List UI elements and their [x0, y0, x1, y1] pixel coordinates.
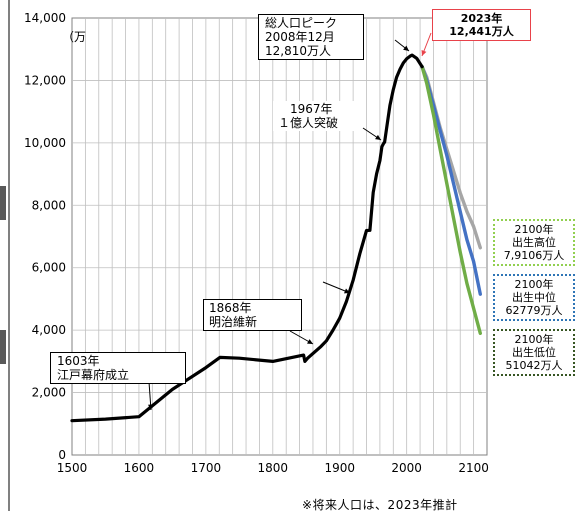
annotation-line: 総人口ピーク [265, 16, 338, 30]
arrow-1967-head [375, 134, 381, 140]
x-tick-label: 1500 [57, 461, 88, 475]
y-tick-label: 4,000 [32, 323, 66, 337]
side-tab-marker [0, 186, 6, 220]
arrow-2023-head [421, 50, 427, 56]
annotation-line: 12,810万人 [265, 44, 331, 58]
annotation-line: 62779万人 [505, 304, 563, 317]
x-tick-label: 1800 [258, 461, 289, 475]
annotation-line: 1967年 [290, 102, 333, 116]
annotation-projection-mid: 2100年 出生中位 62779万人 [493, 274, 575, 321]
arrow-peak-head [403, 45, 409, 51]
annotation-projection-high: 2100年 出生高位 7,9106万人 [493, 219, 575, 266]
annotation-line: 2100年 [514, 333, 554, 346]
annotation-line: 1868年 [209, 301, 252, 315]
y-tick-label: 0 [58, 448, 66, 462]
series-line-projection-low [420, 64, 482, 335]
annotation-population-peak: 総人口ピーク 2008年12月 12,810万人 [258, 14, 364, 60]
series-line-historical [70, 53, 424, 423]
annotation-line: 明治維新 [209, 315, 258, 329]
x-tick-label: 1600 [124, 461, 155, 475]
y-axis-unit-label: （万 [62, 30, 87, 44]
y-tick-label: 2,000 [32, 386, 66, 400]
y-tick-label: 14,000 [24, 11, 66, 25]
plot-area [71, 17, 488, 456]
annotation-meiji-restoration: 1868年 明治維新 [203, 299, 302, 331]
annotation-line: 2008年12月 [265, 30, 335, 44]
annotation-projection-low: 2100年 出生低位 51042万人 [493, 329, 575, 376]
side-tab-marker [0, 330, 6, 364]
footnote: ※将来人口は、2023年推計 [302, 498, 458, 512]
annotation-line: 江戸幕府成立 [57, 368, 130, 382]
annotation-line: 出生高位 [512, 236, 556, 249]
annotation-line: 12,441万人 [449, 25, 514, 38]
annotation-line: 51042万人 [505, 359, 563, 372]
annotation-line: 2100年 [514, 278, 554, 291]
annotation-line: 出生中位 [512, 291, 556, 304]
annotation-edo-shogunate: 1603年 江戸幕府成立 [50, 352, 186, 384]
arrow-1910-head [344, 288, 350, 294]
y-tick-label: 12,000 [24, 73, 66, 87]
arrow-edo-head [148, 404, 154, 410]
annotation-line: 1603年 [57, 354, 100, 368]
annotation-line: １億人突破 [278, 116, 339, 130]
y-tick-label: 10,000 [24, 136, 66, 150]
annotation-line: 出生低位 [512, 346, 556, 359]
annotation-100-million: 1967年 １億人突破 [273, 101, 357, 131]
y-tick-label: 6,000 [32, 261, 66, 275]
annotation-line: 7,9106万人 [503, 249, 565, 262]
x-tick-label: 1900 [324, 461, 355, 475]
arrow-meiji-head [307, 339, 313, 344]
x-tick-label: 2100 [458, 461, 489, 475]
annotation-line: 2023年 [460, 12, 503, 25]
annotation-2023-population: 2023年 12,441万人 [432, 9, 531, 41]
y-tick-label: 8,000 [32, 198, 66, 212]
annotation-line: 2100年 [514, 223, 554, 236]
x-tick-label: 2000 [391, 461, 422, 475]
x-tick-label: 1700 [191, 461, 222, 475]
